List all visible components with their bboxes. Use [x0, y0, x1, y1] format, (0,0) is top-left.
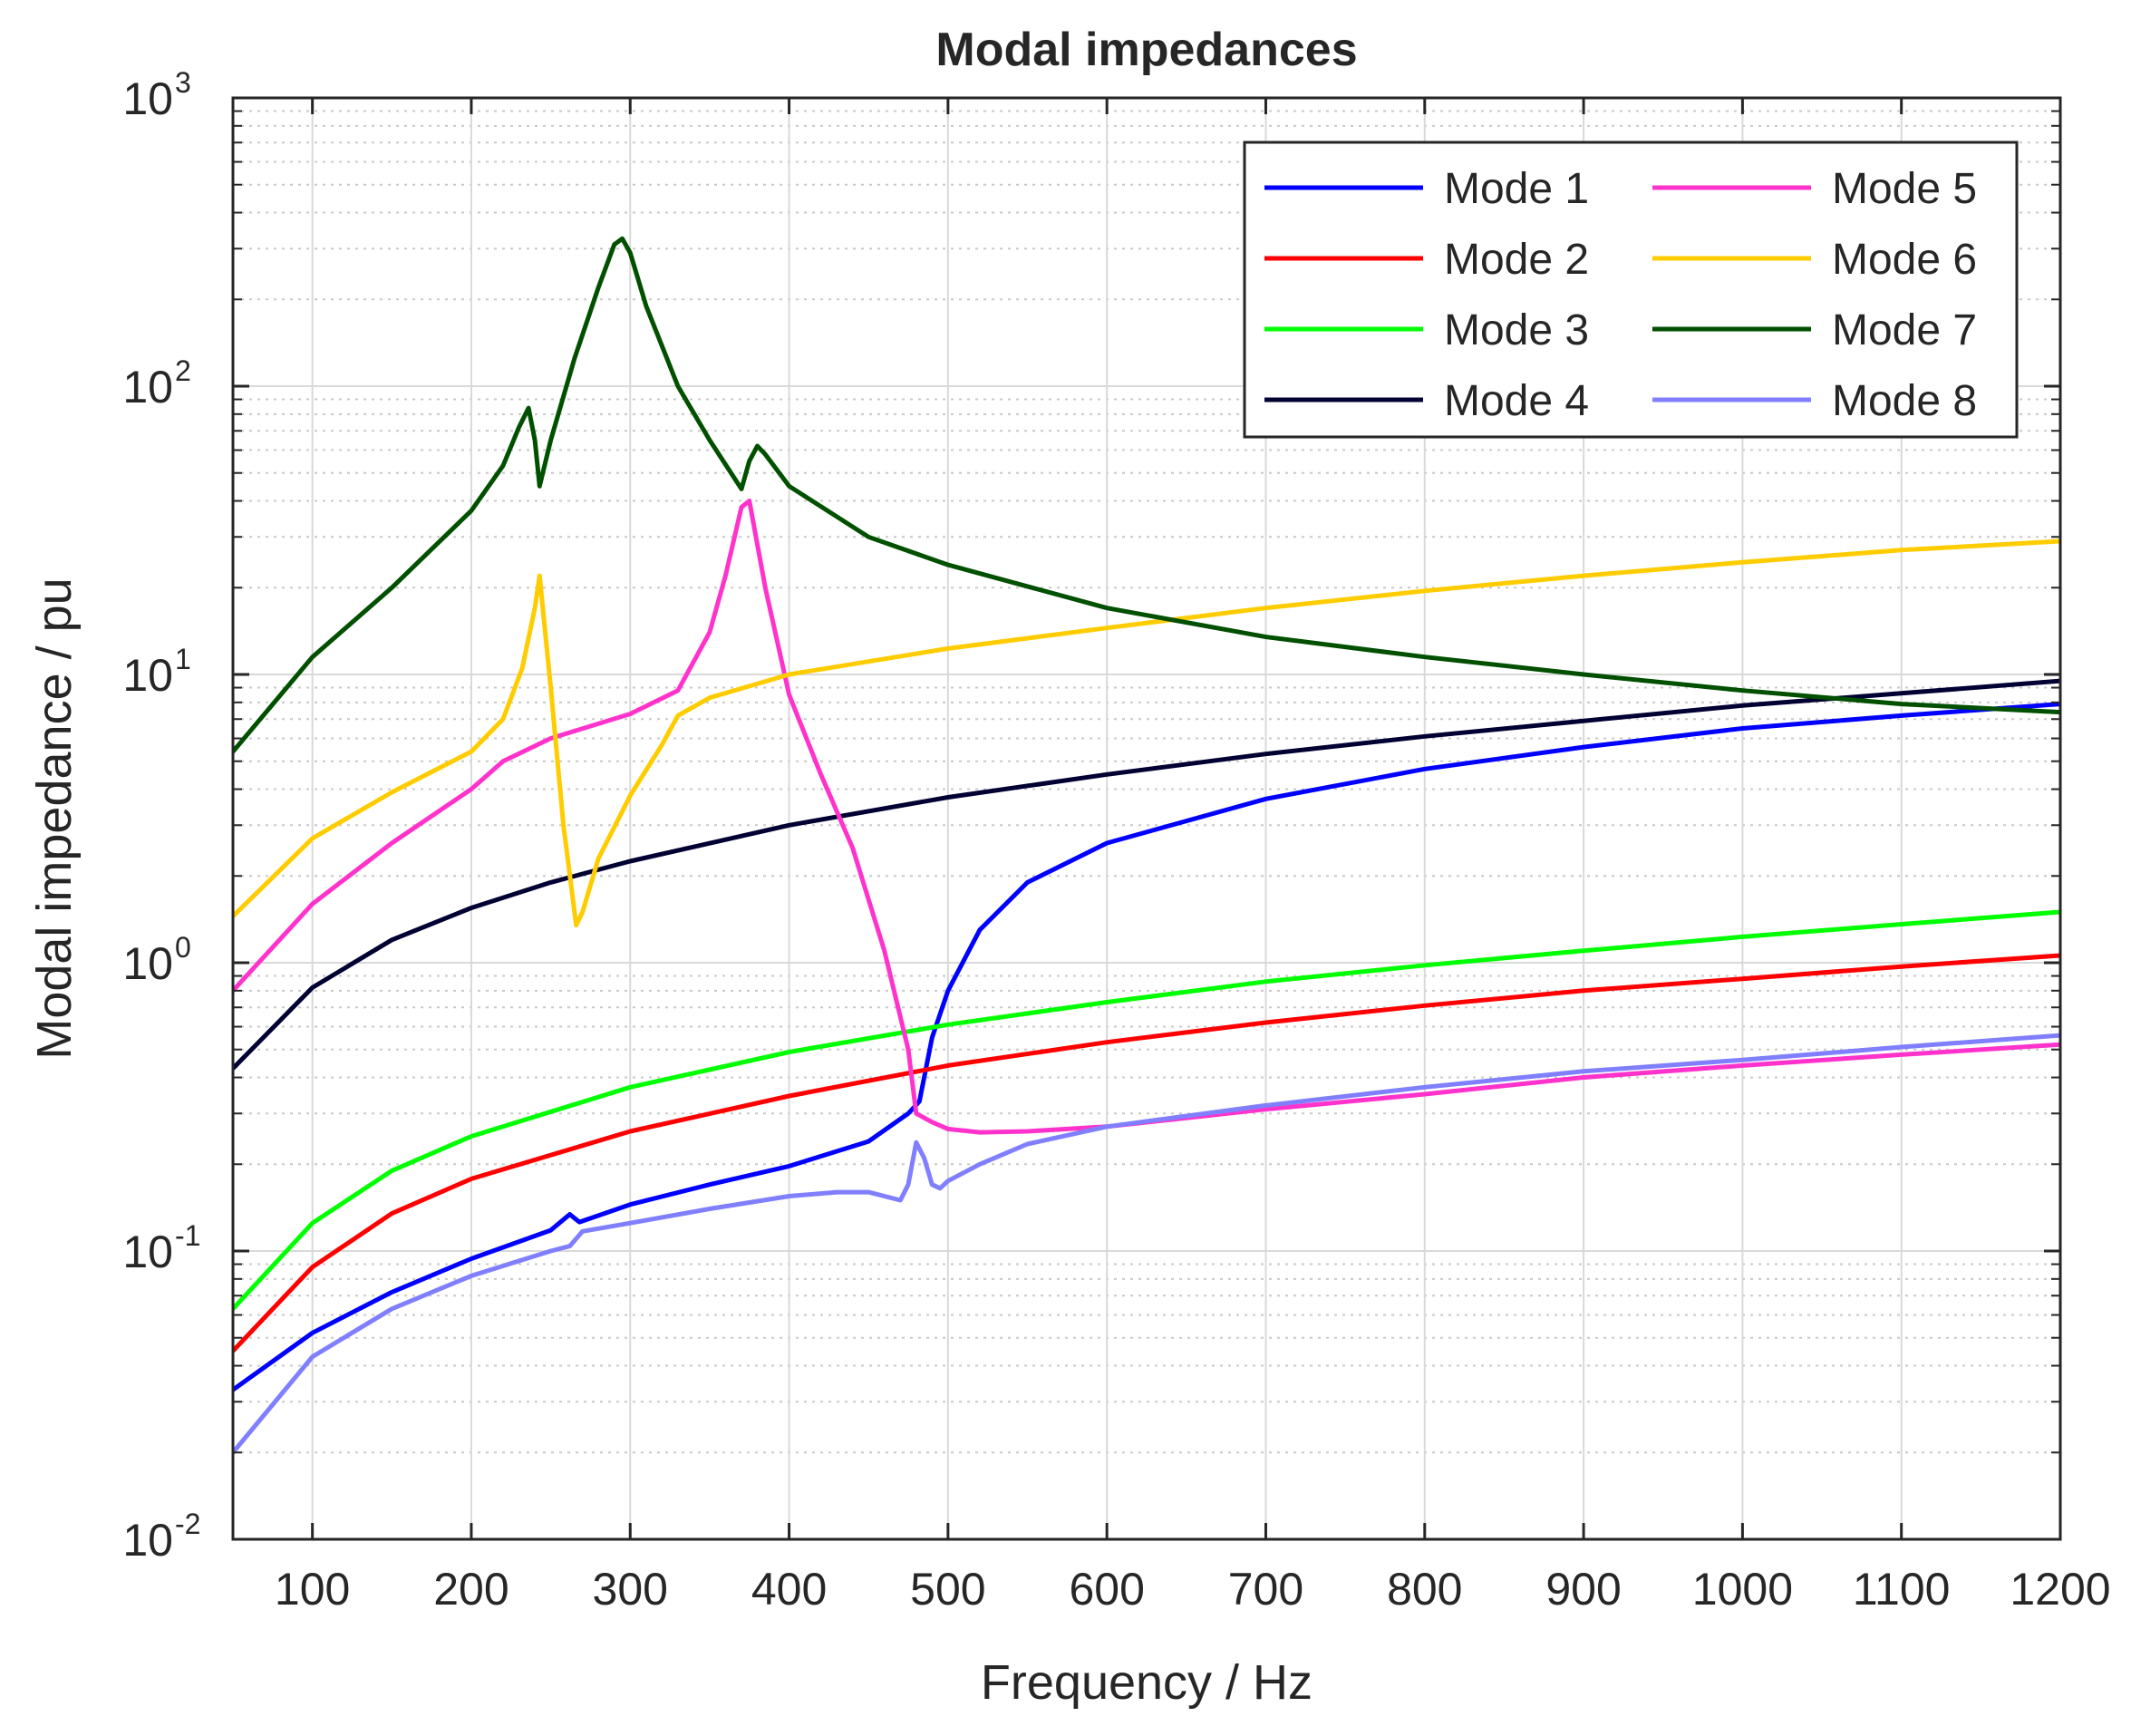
y-tick-exponent: -2 [175, 1508, 200, 1540]
legend-label-mode-2: Mode 2 [1444, 236, 1589, 284]
series-line-mode-3 [233, 909, 2060, 1312]
y-tick-label: 10 [122, 362, 173, 412]
y-tick-exponent: 0 [175, 931, 191, 964]
legend: Mode 1 Mode 2 Mode 3 Mode 4 Mode 5 Mode 6 Mode… [1243, 141, 2019, 439]
x-tick-label: 100 [275, 1564, 350, 1615]
x-tick-label: 1100 [1853, 1564, 1951, 1615]
chart-title: Modal impedances [935, 24, 1357, 76]
y-tick-label: 10 [122, 1515, 173, 1566]
x-axis-label: Frequency / Hz [981, 1655, 1313, 1710]
series-line-mode-7 [233, 236, 2060, 754]
series-line-mode-2 [233, 953, 2060, 1353]
y-axis-label: Modal impedance / pu [27, 577, 82, 1059]
legend-label-mode-3: Mode 3 [1444, 306, 1589, 354]
x-tick-label: 300 [593, 1564, 668, 1615]
y-tick-exponent: -1 [175, 1219, 200, 1252]
x-tick-label: 1000 [1692, 1564, 1793, 1615]
legend-label-mode-1: Mode 1 [1444, 165, 1589, 213]
x-tick-label: 500 [910, 1564, 985, 1615]
y-tick-label: 10 [122, 1227, 173, 1277]
legend-label-mode-8: Mode 8 [1832, 377, 1977, 425]
x-tick-label: 1200 [2010, 1564, 2110, 1615]
legend-box [1243, 141, 2019, 439]
y-tick-label: 10 [122, 650, 173, 701]
y-tick-label: 10 [122, 73, 173, 124]
series-line-mode-4 [233, 678, 2060, 1072]
x-tick-label: 600 [1069, 1564, 1144, 1615]
series-line-mode-5 [233, 499, 2060, 1135]
series-line-mode-8 [233, 1033, 2060, 1455]
x-tick-label: 900 [1545, 1564, 1621, 1615]
series-layer [233, 236, 2060, 1455]
y-tick-exponent: 3 [175, 66, 191, 99]
x-tick-label: 400 [751, 1564, 827, 1615]
y-tick-exponent: 1 [175, 643, 191, 675]
plot-frame [231, 96, 2062, 1541]
x-tick-label: 800 [1387, 1564, 1462, 1615]
y-tick-exponent: 2 [175, 354, 191, 387]
x-tick-label: 200 [433, 1564, 509, 1615]
series-line-mode-1 [233, 702, 2060, 1392]
legend-label-mode-5: Mode 5 [1832, 165, 1977, 213]
ticks-layer: 100 200 300 400 500 600 700 800 900 1000 1100 12001… [122, 66, 2110, 1615]
series-line-mode-6 [233, 538, 2060, 928]
legend-label-mode-4: Mode 4 [1444, 377, 1589, 425]
legend-label-mode-7: Mode 7 [1832, 306, 1977, 354]
y-tick-label: 10 [122, 938, 173, 989]
x-tick-label: 700 [1228, 1564, 1303, 1615]
legend-label-mode-6: Mode 6 [1832, 236, 1977, 284]
